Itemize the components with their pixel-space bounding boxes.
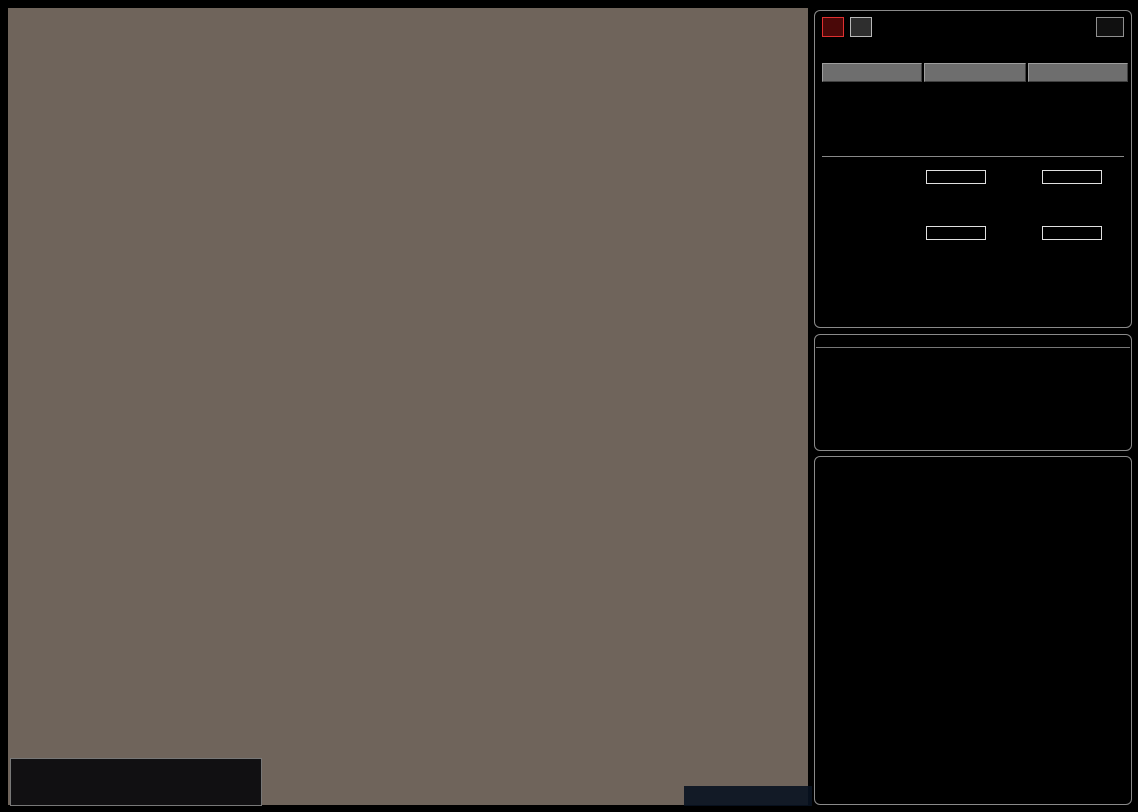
stats-panel <box>814 10 1132 328</box>
noises-per-min-chip <box>1028 63 1128 82</box>
trend-panel <box>814 456 1132 805</box>
cg-plus-bar <box>926 170 986 184</box>
datetime-display <box>816 335 1130 348</box>
strikes-per-min-value <box>822 85 922 127</box>
strike-button[interactable] <box>822 17 844 37</box>
strikes-column <box>822 63 922 131</box>
strikes-per-min-chip <box>822 63 922 82</box>
close-per-min-value <box>924 85 1026 127</box>
lightning-map[interactable] <box>8 8 808 805</box>
lightning-distribution <box>815 153 1131 269</box>
copyright-notice <box>684 786 812 806</box>
noise-button[interactable] <box>850 17 872 37</box>
status-panel <box>814 334 1132 451</box>
map-legend <box>10 758 262 806</box>
noises-per-min-value <box>1028 85 1128 127</box>
close-column <box>924 63 1026 131</box>
trend-chart <box>815 533 1133 805</box>
close-per-min-chip <box>924 63 1026 82</box>
noises-column <box>1028 63 1128 131</box>
ic-minus-bar <box>1042 226 1102 240</box>
map-canvas[interactable] <box>8 8 808 805</box>
cg-minus-bar <box>1042 170 1102 184</box>
bearing-display <box>1096 17 1124 37</box>
ic-plus-bar <box>926 226 986 240</box>
distribution-title <box>822 153 1124 157</box>
